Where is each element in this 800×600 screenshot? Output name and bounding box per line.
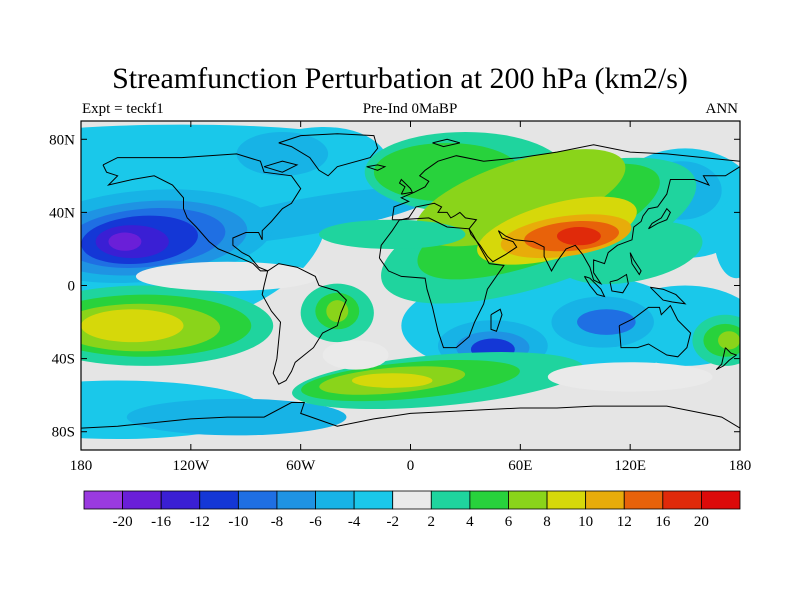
coastline-eurasia	[391, 144, 740, 286]
level-minus-10-east-indian	[577, 309, 636, 335]
colorbar-swatch	[276, 490, 316, 510]
coastline-philippines	[629, 252, 642, 276]
coastline-north-america	[102, 153, 302, 272]
coastline-japan	[648, 207, 672, 230]
y-tick-label: 80S	[52, 425, 75, 441]
x-tick-label: 120W	[172, 458, 210, 474]
colorbar-label: -20	[113, 514, 133, 530]
coastline-greenland	[278, 133, 379, 177]
level-8-south-pacific	[81, 309, 184, 343]
colorbar-swatch	[83, 490, 123, 510]
coastline-antarctica	[81, 402, 740, 429]
coastline-sumatra	[583, 275, 606, 298]
colorbar-label: 20	[694, 514, 709, 530]
coastline-borneo	[609, 273, 629, 294]
colorbar-label: 10	[578, 514, 593, 530]
colorbar-label: -8	[271, 514, 284, 530]
x-tick-label: 180	[70, 458, 93, 474]
colorbar-swatch	[585, 490, 625, 510]
coastlines	[81, 133, 740, 429]
coastline-madagascar	[490, 308, 503, 332]
period-label: Pre-Ind 0MaBP	[362, 101, 458, 117]
zero-band-south-atlantic	[322, 340, 389, 370]
level-minus-20	[108, 232, 142, 251]
x-tick-label: 60E	[508, 458, 532, 474]
colorbar-swatch	[392, 490, 432, 510]
x-tick-label: 0	[407, 458, 415, 474]
colorbar-label: 16	[655, 514, 671, 530]
season-label: ANN	[705, 101, 739, 117]
coastline-south-america	[261, 263, 347, 385]
y-tick-label: 80N	[49, 132, 75, 148]
colorbar-swatch	[237, 490, 278, 510]
y-tick-label: 40S	[52, 352, 75, 368]
zero-band-east-pacific	[135, 261, 319, 291]
colorbar-swatch	[160, 490, 201, 510]
colorbar-label: -10	[228, 514, 248, 530]
y-tick-label: 40N	[49, 205, 75, 221]
coastline-australia	[618, 304, 692, 358]
colorbar-swatch	[508, 490, 548, 510]
coastline-new-zealand	[715, 347, 738, 371]
level-2-north-africa	[318, 219, 466, 249]
map-panel: 180 120W 60W 0 60E 120E 180 80N 40N 0 40S 80S	[49, 120, 751, 474]
coastline-iceland	[366, 164, 387, 171]
level-minus-6-canada	[236, 131, 329, 176]
colorbar: -20 -16 -12 -10 -8 -6 -4 -2 2 4 6 8 10 12 16 20	[83, 490, 741, 530]
coastline-baffin	[263, 160, 299, 173]
coastline-africa	[378, 217, 505, 349]
colorbar-label: 4	[466, 514, 474, 530]
colorbar-swatch	[546, 490, 587, 510]
colorbar-swatch	[315, 490, 355, 510]
colorbar-label: -4	[348, 514, 361, 530]
zero-band-south-indian	[547, 362, 713, 392]
colorbar-swatch	[469, 490, 509, 510]
colorbar-swatch	[122, 490, 162, 510]
colorbar-label: 12	[617, 514, 632, 530]
colorbar-label: -16	[151, 514, 171, 530]
colorbar-label: -2	[386, 514, 399, 530]
level-6-tasman	[718, 331, 740, 350]
x-tick-label: 120E	[614, 458, 646, 474]
plot-title: Streamfunction Perturbation at 200 hPa (…	[112, 62, 688, 95]
level-16-asia	[556, 227, 601, 246]
colorbar-swatch	[662, 490, 702, 510]
coastline-new-guinea	[649, 286, 687, 305]
coastline-uk	[398, 178, 414, 195]
colorbar-label: -12	[190, 514, 210, 530]
level-6-asia	[415, 149, 626, 247]
colorbar-swatch	[199, 490, 239, 510]
y-tick-label: 0	[68, 279, 76, 295]
streamfunction-field	[81, 124, 740, 440]
colorbar-label: -6	[309, 514, 322, 530]
colorbar-label: 8	[543, 514, 551, 530]
negative-belt-dateline	[714, 197, 740, 279]
colorbar-swatch	[430, 490, 471, 510]
colorbar-swatch	[701, 490, 741, 510]
colorbar-label: 6	[505, 514, 513, 530]
x-tick-label: 60W	[286, 458, 316, 474]
level-8-southern-ocean	[351, 373, 433, 388]
experiment-label: Expt = teckf1	[82, 101, 164, 117]
x-tick-label: 180	[729, 458, 752, 474]
axis-ticks: 180 120W 60W 0 60E 120E 180 80N 40N 0 40S 80S	[49, 121, 751, 474]
colorbar-label: 2	[428, 514, 436, 530]
coastline-svalbard	[432, 138, 461, 148]
level-6-south-america	[326, 300, 349, 323]
colorbar-swatch	[353, 490, 394, 510]
colorbar-swatch	[623, 490, 664, 510]
